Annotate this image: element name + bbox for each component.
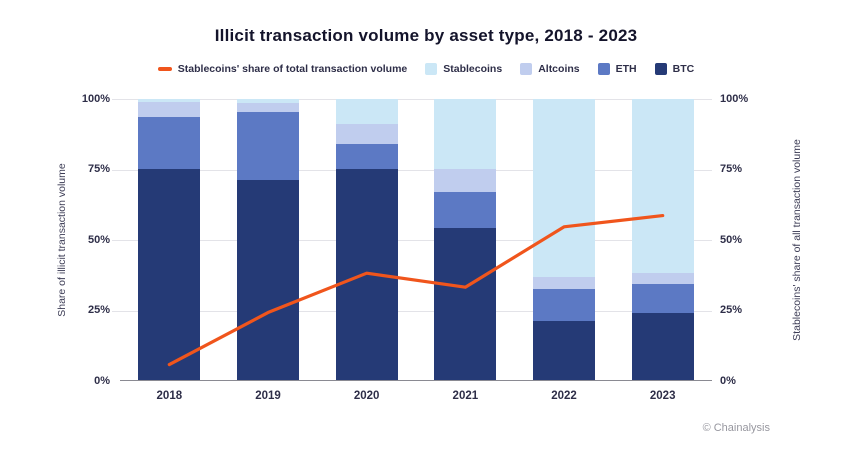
bars-layer <box>120 98 712 380</box>
legend-item-altcoins: Altcoins <box>520 63 580 75</box>
x-axis-label-2021: 2021 <box>452 390 479 402</box>
y-tick-label: 100% <box>81 92 110 105</box>
bar-segment-eth-2018 <box>138 117 201 170</box>
bar-segment-stablecoins-2019 <box>237 99 299 104</box>
bar-column-2018 <box>120 99 219 380</box>
y-tick-label: 25% <box>720 304 743 316</box>
bar-stack-2019 <box>237 99 299 380</box>
legend-item-line: Stablecoins' share of total transaction … <box>157 63 408 75</box>
legend-label-btc: BTC <box>672 63 695 75</box>
y-axis-right-ticks: 0% 25% 50% 75% 100% <box>720 93 780 387</box>
bar-segment-altcoins-2022 <box>533 277 596 289</box>
bar-segment-altcoins-2018 <box>138 101 201 118</box>
x-axis-label-2018: 2018 <box>156 390 183 402</box>
bar-segment-eth-2023 <box>631 284 694 313</box>
line-series-swatch <box>157 67 172 71</box>
bar-stack-2021 <box>434 99 497 380</box>
bar-segment-altcoins-2020 <box>335 124 398 144</box>
plot-area <box>112 98 712 381</box>
bar-stack-2018 <box>138 99 201 380</box>
bar-segment-eth-2019 <box>237 111 299 181</box>
legend-label-altcoins: Altcoins <box>538 63 580 75</box>
y-tick-label: 100% <box>720 92 749 105</box>
btc-swatch <box>654 63 667 75</box>
bar-segment-eth-2020 <box>335 143 398 170</box>
x-axis-label-2023: 2023 <box>649 390 676 402</box>
x-axis-label-2019: 2019 <box>255 390 281 402</box>
eth-swatch <box>597 63 610 75</box>
legend-item-btc: BTC <box>654 63 695 75</box>
bar-segment-altcoins-2021 <box>434 169 497 192</box>
bar-stack-2020 <box>335 99 398 380</box>
bar-segment-altcoins-2023 <box>631 273 694 285</box>
y-tick-label: 0% <box>94 374 110 387</box>
y-tick-label: 50% <box>720 233 743 246</box>
gridline-75 <box>112 169 712 171</box>
bar-stack-2022 <box>533 98 596 380</box>
bar-segment-stablecoins-2020 <box>335 99 398 125</box>
gridline-100 <box>112 99 712 100</box>
bar-segment-btc-2019 <box>237 180 299 380</box>
x-axis-label-2020: 2020 <box>353 390 380 402</box>
legend-label-eth: ETH <box>615 63 637 75</box>
bar-segment-stablecoins-2022 <box>533 98 596 278</box>
legend-label-stablecoins: Stablecoins <box>443 63 503 75</box>
bar-column-2021 <box>416 99 515 380</box>
bar-segment-btc-2023 <box>631 312 694 380</box>
bar-column-2019 <box>219 99 318 380</box>
bar-segment-eth-2022 <box>533 288 596 321</box>
legend-label-line: Stablecoins' share of total transaction … <box>177 63 408 75</box>
bar-segment-altcoins-2019 <box>237 103 299 112</box>
y-axis-left-ticks: 0% 25% 50% 75% 100% <box>56 93 110 387</box>
bar-column-2022 <box>515 98 614 380</box>
y-tick-label: 0% <box>720 374 736 387</box>
altcoins-swatch <box>520 63 533 75</box>
bar-segment-btc-2020 <box>335 169 398 380</box>
bar-segment-btc-2021 <box>434 228 497 380</box>
y-tick-label: 25% <box>87 304 110 316</box>
bar-segment-btc-2018 <box>138 169 201 380</box>
legend-item-stablecoins: Stablecoins <box>425 63 502 75</box>
chart-title: Illicit transaction volume by asset type… <box>214 26 638 45</box>
bar-column-2023 <box>613 99 712 380</box>
legend-item-eth: ETH <box>597 63 637 75</box>
x-axis-labels: 2018 2019 2020 2021 2022 2023 <box>120 390 712 402</box>
y-tick-label: 75% <box>87 163 110 175</box>
bar-segment-stablecoins-2023 <box>631 99 694 274</box>
bar-segment-stablecoins-2021 <box>434 99 497 170</box>
bar-segment-stablecoins-2018 <box>138 99 201 102</box>
y-tick-label: 75% <box>720 163 743 175</box>
bar-stack-2023 <box>631 99 694 380</box>
y-axis-right-title: Stablecoins' share of all transaction vo… <box>791 139 803 341</box>
stablecoins-swatch <box>425 63 438 75</box>
y-axis-left-title: Share of illicit transaction volume <box>56 163 68 317</box>
legend: Stablecoins' share of total transaction … <box>0 63 852 75</box>
y-tick-label: 50% <box>87 233 110 246</box>
bar-segment-eth-2021 <box>434 191 497 229</box>
bar-column-2020 <box>317 99 416 380</box>
bar-segment-btc-2022 <box>533 320 596 380</box>
x-axis-label-2022: 2022 <box>551 390 577 402</box>
credit-attribution: © Chainalysis <box>702 422 770 434</box>
